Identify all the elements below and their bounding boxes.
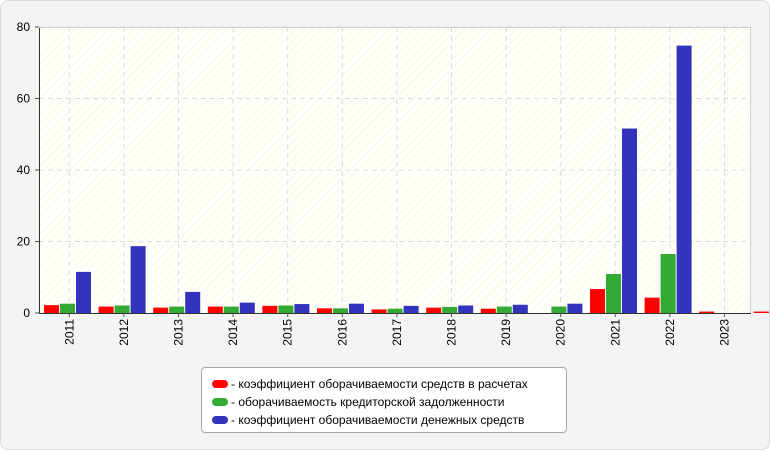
bar-series-1-2020 <box>551 306 567 313</box>
bar-series-2-2014 <box>239 302 255 313</box>
x-tick-label: 2021 <box>608 319 622 346</box>
bar-series-2-2019 <box>512 304 528 313</box>
legend-item-series-2: - коэффициент оборачиваемости денежных с… <box>212 411 566 429</box>
bar-series-1-2014 <box>223 306 239 313</box>
x-tick-label: 2011 <box>62 319 76 345</box>
bar-series-2-2018 <box>458 305 474 313</box>
bar-series-2-2020 <box>567 303 583 313</box>
bar-series-0-2015 <box>262 305 278 313</box>
x-tick-label: 2012 <box>117 319 131 346</box>
bar-series-2-2013 <box>185 291 201 313</box>
bar-series-0-2024 <box>753 311 769 313</box>
bar-series-1-2011 <box>60 303 75 313</box>
bar-series-1-2021 <box>606 274 621 313</box>
bar-series-2-2022 <box>676 45 692 314</box>
bar-series-0-2012 <box>98 306 114 313</box>
bar-series-1-2013 <box>169 306 185 313</box>
x-tick-label: 2018 <box>445 319 459 346</box>
bar-series-1-2019 <box>496 306 512 313</box>
bar-series-2-2021 <box>622 128 637 313</box>
y-tick-label: 0 <box>23 306 30 320</box>
x-tick-label: 2013 <box>172 319 186 346</box>
x-tick-label: 2015 <box>281 319 295 346</box>
y-tick-labels: 0 20 40 60 80 <box>17 20 31 320</box>
bar-series-2-2012 <box>130 246 146 313</box>
bar-series-0-2014 <box>207 306 223 313</box>
bar-series-0-2023 <box>699 311 715 313</box>
legend-label: - коэффициент оборачиваемости денежных с… <box>231 413 525 427</box>
legend-swatch-blue <box>212 416 228 424</box>
x-tick-labels: 2011 2012 2013 2014 2015 2016 2017 2018 2019 2020… <box>62 319 732 346</box>
axes <box>35 26 751 317</box>
legend-label: - коэффициент оборачиваемости средств в … <box>231 377 528 391</box>
y-tick-label: 60 <box>17 92 31 106</box>
x-tick-label: 2017 <box>390 319 404 346</box>
bar-series-0-2011 <box>44 305 59 313</box>
bar-series-1-2018 <box>442 306 458 313</box>
x-tick-label: 2014 <box>226 319 240 346</box>
bar-series-1-2015 <box>278 305 294 313</box>
y-tick-label: 40 <box>17 163 31 177</box>
y-tick-label: 20 <box>17 235 31 249</box>
legend: - коэффициент оборачиваемости средств в … <box>201 367 567 433</box>
bar-series-0-2017 <box>371 309 387 313</box>
bar-series-0-2016 <box>317 308 332 313</box>
bar-series-2-2015 <box>294 304 310 313</box>
legend-label: - оборачиваемость кредиторской задолженн… <box>231 395 505 409</box>
x-tick-label: 2016 <box>335 319 349 346</box>
bar-series-1-2022 <box>660 254 676 313</box>
bar-series-2-2011 <box>76 271 91 313</box>
x-tick-label: 2020 <box>554 319 568 346</box>
legend-swatch-green <box>212 398 228 406</box>
bar-series-2-2016 <box>349 303 364 313</box>
bar-series-0-2022 <box>644 297 660 313</box>
bar-series-2-2017 <box>403 305 419 313</box>
x-tick-label: 2022 <box>663 319 677 346</box>
bar-series-1-2012 <box>114 305 130 313</box>
bar-series-1-2017 <box>387 308 403 313</box>
legend-swatch-red <box>212 380 228 388</box>
bar-series-0-2019 <box>480 308 496 313</box>
bar-series-0-2021 <box>590 289 605 313</box>
legend-item-series-1: - оборачиваемость кредиторской задолженн… <box>212 393 566 411</box>
y-tick-label: 80 <box>17 20 31 34</box>
bar-series-0-2013 <box>153 307 169 313</box>
bar-series-1-2016 <box>333 308 348 313</box>
bar-series-0-2018 <box>426 307 442 313</box>
x-tick-label: 2019 <box>499 319 513 346</box>
bars <box>44 45 769 314</box>
x-tick-label: 2023 <box>718 319 732 346</box>
legend-item-series-0: - коэффициент оборачиваемости средств в … <box>212 375 566 393</box>
